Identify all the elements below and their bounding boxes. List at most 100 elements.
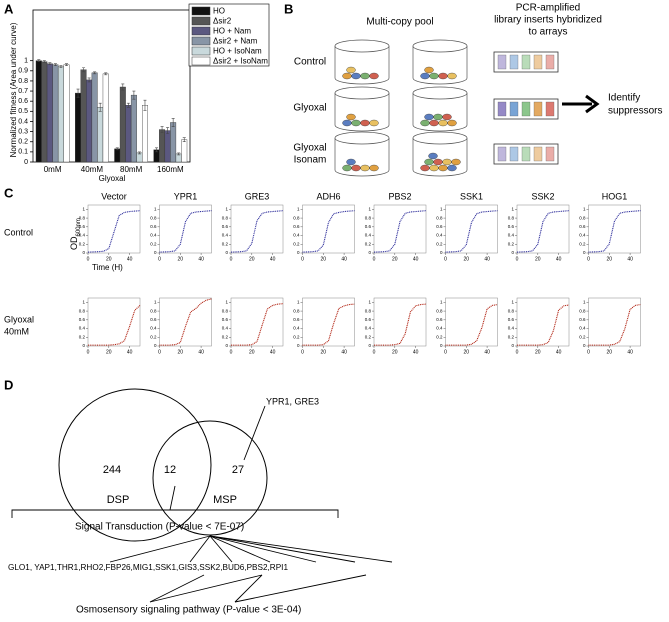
error-bar: [64, 63, 68, 67]
x-tick-label: 160mM: [157, 165, 184, 174]
y-tick-label: 0.8: [579, 308, 586, 313]
y-tick-label: 0.6: [579, 317, 586, 322]
error-bar: [171, 118, 175, 127]
y-tick-label: 1: [440, 207, 443, 212]
y-tick-label: 0.2: [436, 334, 443, 339]
y-tick-label: 0.8: [365, 215, 372, 220]
y-tick-label: 0.4: [365, 326, 372, 331]
bar: [63, 64, 70, 163]
y-tick-label: 0: [368, 343, 371, 348]
tube-top: [412, 131, 468, 145]
bar: [80, 69, 87, 163]
growth-curve: [445, 304, 498, 346]
y-tick-label: 0.8: [293, 215, 300, 220]
x-tick-label: 0mM: [44, 165, 62, 174]
plot-title: GRE3: [245, 191, 270, 201]
plot-frame: [445, 297, 498, 347]
growth-curve: [159, 298, 212, 346]
y-tick-label: 0.4: [579, 326, 586, 331]
tube-top: [412, 39, 468, 53]
x-tick-label: 0: [444, 349, 447, 355]
y-tick-label: 0.4: [18, 118, 28, 125]
x-tick-label: 0: [587, 349, 590, 355]
legend-swatch: [191, 56, 211, 66]
y-tick-label: 0.2: [508, 334, 515, 339]
y-tick-label: 1: [583, 207, 586, 212]
legend-label: HO + Nam: [213, 27, 251, 36]
y-tick-label: 0.4: [365, 233, 372, 238]
x-tick-label: 20: [607, 349, 613, 355]
array-spot: [521, 146, 531, 162]
error-bar: [115, 147, 119, 151]
x-tick-label: 40: [341, 349, 347, 355]
cell: [342, 72, 352, 80]
row-label: 40mM: [4, 326, 29, 336]
bar: [159, 129, 166, 163]
x-tick-label: 20: [178, 256, 184, 262]
y-tick-label: 0.6: [293, 317, 300, 322]
x-tick-label: 0: [444, 256, 447, 262]
bar: [142, 105, 148, 163]
x-tick-label: 40: [127, 256, 133, 262]
y-tick-label: 0.6: [436, 317, 443, 322]
growth-curve: [302, 210, 355, 253]
y-tick-label: 0.4: [79, 326, 86, 331]
y-tick-label: 0.2: [365, 334, 372, 339]
pool-title: Multi-copy pool: [366, 17, 433, 28]
y-tick-label: 0.3: [18, 128, 28, 135]
cell: [429, 119, 439, 127]
growth-curve: [373, 210, 427, 253]
array-spot: [497, 101, 507, 117]
x-tick-label: 0: [87, 256, 90, 262]
y-tick-label: 0: [511, 250, 514, 255]
plot-title: SSK1: [460, 191, 483, 201]
legend-swatch: [191, 36, 211, 46]
msp-note: YPR1, GRE3: [266, 396, 319, 406]
y-axis-label-main: OD: [69, 236, 79, 250]
cell: [424, 158, 434, 166]
condition: Isonam: [294, 155, 327, 166]
y-tick-label: 0.8: [508, 215, 515, 220]
plot-frame: [302, 204, 355, 254]
y-tick-label: 0.6: [79, 317, 86, 322]
x-tick-label: 40: [627, 349, 633, 355]
y-tick-label: 0.2: [293, 241, 300, 246]
legend-label: HO: [213, 7, 225, 16]
growth-curve: [88, 305, 141, 346]
y-tick-label: 0.4: [508, 233, 515, 238]
array-spot: [521, 54, 531, 70]
y-tick-label: 0.2: [579, 334, 586, 339]
x-tick-label: 40: [198, 256, 204, 262]
y-tick-label: 0: [154, 343, 157, 348]
row-label: Glyoxal: [4, 314, 34, 324]
cell: [447, 164, 457, 172]
array-spot: [521, 101, 531, 117]
x-tick-label: 20: [321, 349, 327, 355]
legend-label: Δsir2 + IsoNam: [213, 57, 268, 66]
venn-dsp: [58, 388, 212, 542]
x-tick-label: 40: [413, 256, 419, 262]
cell: [346, 158, 356, 166]
array-spot: [533, 101, 543, 117]
y-tick-label: 0.4: [79, 233, 86, 238]
bar: [52, 64, 59, 163]
bar: [170, 122, 177, 163]
y-tick-label: 0.8: [150, 215, 157, 220]
x-tick-label: 40: [127, 349, 133, 355]
x-tick-label: 0: [516, 256, 519, 262]
bar: [181, 139, 188, 163]
cell: [360, 72, 370, 80]
x-tick-label: 40mM: [81, 165, 104, 174]
error-bar: [137, 151, 141, 155]
panel-label: B: [284, 1, 293, 16]
cell: [442, 113, 452, 121]
y-tick-label: 0: [511, 343, 514, 348]
growth-curve: [159, 210, 212, 253]
growth-curve: [230, 210, 284, 253]
y-tick-label: 0.9: [18, 68, 28, 75]
tube-top: [334, 131, 390, 145]
x-tick-label: 20: [535, 349, 541, 355]
y-tick-label: 1: [225, 207, 228, 212]
y-tick-label: 0.7: [18, 88, 28, 95]
bar: [46, 63, 53, 163]
